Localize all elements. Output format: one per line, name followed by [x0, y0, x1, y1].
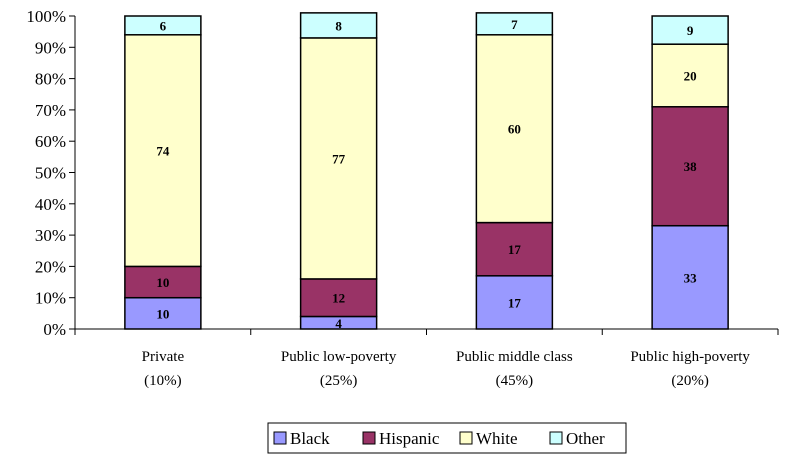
- y-tick-label-70: 70%: [35, 101, 66, 120]
- y-tick-label-40: 40%: [35, 195, 66, 214]
- data-label-public-middle-class-black: 17: [508, 295, 522, 310]
- y-tick-label-10: 10%: [35, 289, 66, 308]
- x-tick-sublabel-public-middle-class: (45%): [496, 373, 534, 389]
- data-label-public-low-poverty-hispanic: 12: [332, 291, 345, 306]
- y-tick-label-90: 90%: [35, 38, 66, 57]
- data-label-public-high-poverty-white: 20: [684, 68, 697, 83]
- y-tick-label-60: 60%: [35, 132, 66, 151]
- bar-public-middle-class-hispanic: [475, 221, 554, 277]
- bar-public-middle-class-other: [475, 12, 554, 36]
- bar-private-other: [124, 15, 202, 36]
- x-tick-label-private: Private: [142, 349, 185, 365]
- data-label-public-middle-class-other: 7: [511, 17, 518, 32]
- legend-swatch-other: [549, 431, 563, 445]
- legend-label-white: White: [476, 429, 518, 448]
- y-tick-label-50: 50%: [35, 164, 66, 183]
- bar-public-low-poverty-white: [299, 37, 378, 280]
- x-tick-label-public-middle-class: Public middle class: [456, 349, 573, 365]
- bar-public-middle-class-black: [475, 275, 554, 330]
- legend-label-black: Black: [290, 429, 330, 448]
- y-tick-label-100: 100%: [26, 7, 66, 26]
- data-label-private-white: 74: [156, 144, 170, 159]
- legend-swatch-hispanic: [362, 431, 376, 445]
- bar-public-middle-class-white: [475, 34, 554, 224]
- x-tick-sublabel-public-low-poverty: (25%): [320, 373, 358, 389]
- data-label-public-low-poverty-white: 77: [332, 151, 346, 166]
- y-tick-label-80: 80%: [35, 70, 66, 89]
- data-label-public-low-poverty-black: 4: [335, 316, 342, 331]
- data-label-public-low-poverty-other: 8: [335, 18, 342, 33]
- legend-swatch-white: [459, 431, 473, 445]
- bars-layer: [124, 12, 729, 330]
- legend-label-other: Other: [566, 429, 605, 448]
- data-label-private-hispanic: 10: [156, 275, 169, 290]
- legend: Black Hispanic White Other: [267, 422, 627, 454]
- x-tick-label-public-high-poverty: Public high-poverty: [630, 349, 750, 365]
- data-label-public-middle-class-white: 60: [508, 122, 521, 137]
- y-tick-label-20: 20%: [35, 257, 66, 276]
- bar-public-high-poverty-other: [651, 15, 729, 45]
- bar-private-black: [124, 296, 202, 330]
- bar-public-high-poverty-white: [651, 43, 729, 108]
- y-tick-label-0: 0%: [43, 320, 66, 339]
- labels-layer: 10 10 74 6 Private (10%) 4 12 77 8 Public low-pove…: [26, 7, 750, 389]
- data-label-private-black: 10: [156, 306, 169, 321]
- legend-box: [267, 422, 627, 454]
- bar-public-low-poverty-other: [299, 12, 378, 39]
- data-label-private-other: 6: [160, 18, 167, 33]
- data-label-public-high-poverty-black: 33: [684, 270, 698, 285]
- data-label-public-high-poverty-hispanic: 38: [684, 159, 698, 174]
- bar-public-high-poverty-black: [651, 224, 729, 330]
- data-label-public-middle-class-hispanic: 17: [508, 242, 522, 257]
- legend-swatch-black: [273, 431, 287, 445]
- y-tick-label-30: 30%: [35, 226, 66, 245]
- x-tick-sublabel-private: (10%): [144, 373, 182, 389]
- axes-layer: [69, 15, 779, 335]
- legend-label-hispanic: Hispanic: [379, 429, 440, 448]
- bar-private-hispanic: [124, 265, 202, 299]
- x-tick-label-public-low-poverty: Public low-poverty: [281, 349, 397, 365]
- x-tick-sublabel-public-high-poverty: (20%): [671, 373, 709, 389]
- data-label-public-high-poverty-other: 9: [687, 23, 694, 38]
